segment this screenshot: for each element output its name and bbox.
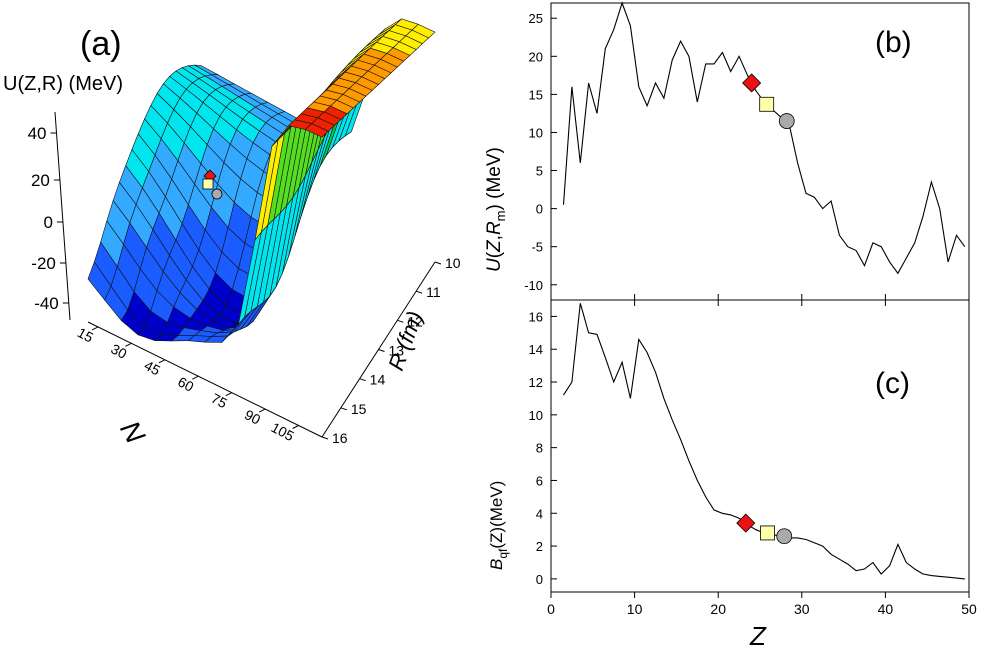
n-axis-tick-label: 15 [75, 324, 96, 346]
r-axis-tick-label: 14 [370, 372, 386, 388]
n-axis-tick [258, 408, 266, 413]
n-axis-tick-label: 60 [175, 373, 196, 395]
panel-c-marker-square [760, 525, 775, 541]
r-axis-title: R (fm) [383, 308, 427, 374]
r-axis-tick [359, 378, 366, 382]
panel-c-y-tick-label: 12 [529, 375, 543, 390]
r-axis-tick [416, 290, 423, 294]
panel-c-x-tick-label: 10 [627, 601, 643, 617]
r-axis-tick-label: 12 [407, 313, 423, 329]
n-axis-tick [158, 359, 166, 364]
panel-b-y-ticks: -10 -5 0 5 10 15 20 25 [524, 11, 557, 293]
r-axis-tick [321, 436, 329, 440]
panel-b-marker-square [759, 96, 775, 112]
n-axis-tick [292, 425, 299, 429]
n-axis-tick-label: 75 [209, 390, 230, 412]
panel-c-chart: (c) 0 2 4 6 8 10 12 14 16 0 10 20 30 40 50 Bqf(Z)(MeV… [487, 294, 977, 651]
panel-c-y-tick-label: 2 [536, 539, 543, 554]
panel-b-y-tick-label: 0 [536, 202, 543, 217]
r-axis-tick [397, 319, 404, 323]
panel-c-y-tick-label: 8 [536, 441, 543, 456]
panel-c-marker-circle [776, 528, 793, 545]
n-axis-line [87, 321, 323, 438]
surface-marker-square [202, 178, 214, 190]
r-axis-tick [378, 349, 385, 352]
panel-c-label: (c) [875, 367, 910, 400]
panel-b-ylabel: U(Z,Rm) (MeV) [484, 147, 508, 272]
panel-c-y-tick-label: 10 [529, 408, 543, 423]
panel-c-x-tick-label: 40 [878, 601, 894, 617]
n-axis-tick [91, 326, 99, 331]
panel-c-x-tick-label: 30 [794, 601, 810, 617]
n-axis-tick [225, 392, 232, 397]
panel-c-x-tick-label: 20 [710, 601, 726, 617]
r-axis-tick-label: 15 [351, 401, 367, 417]
panel-b-y-tick-label: 15 [529, 87, 543, 102]
panel-c-y-tick-label: 14 [529, 342, 543, 357]
z-axis-tick-label: 40 [28, 124, 47, 143]
panel-c-frame [550, 299, 970, 593]
z-axis-line [54, 111, 71, 321]
panel-c-y-tick-label: 0 [536, 572, 543, 587]
r-axis-tick-label: 16 [332, 430, 348, 446]
panel-a-label: (a) [80, 25, 122, 63]
panel-b-y-tick-label: -5 [531, 240, 543, 255]
panel-a-zaxis-title: U(Z,R) (MeV) [3, 73, 123, 95]
panel-c-y-ticks: 0 2 4 6 8 10 12 14 16 [529, 309, 557, 587]
panel-c-y-tick-label: 4 [536, 506, 543, 521]
z-axis-tick-label: 20 [31, 171, 50, 190]
surface-patch [304, 123, 329, 138]
panel-c-x-ticks: 0 10 20 30 40 50 [547, 294, 977, 617]
n-axis-title: N [114, 416, 151, 450]
panel-c-xlabel: Z [749, 621, 767, 651]
r-axis-tick-label: 13 [389, 343, 405, 359]
r-axis-tick [340, 407, 347, 411]
n-axis-tick-label: 90 [242, 406, 263, 428]
panel-c-marker-diamond [736, 513, 756, 533]
panel-b-marker-diamond [742, 73, 762, 93]
energy-surface [87, 18, 436, 343]
panel-b-y-tick-label: -10 [524, 278, 543, 293]
n-axis-tick [125, 342, 132, 347]
r-axis-tick-label: 11 [426, 284, 441, 300]
panel-c-x-tick-label: 50 [961, 601, 977, 617]
r-axis-tick-label: 10 [445, 255, 461, 271]
z-axis-tick-label: -40 [34, 294, 59, 313]
panel-b-markers [742, 73, 795, 129]
n-axis-tick-label: 30 [108, 341, 129, 363]
panel-b-chart: (b) -10 -5 0 5 10 15 20 25 U(Z,Rm) (MeV) [484, 1, 970, 301]
panel-b-y-tick-label: 10 [529, 125, 543, 140]
n-axis-tick [192, 375, 199, 380]
panel-c-ylabel: Bqf(Z)(MeV) [487, 481, 510, 570]
panel-b-marker-circle [778, 113, 795, 129]
panel-c-y-tick-label: 6 [536, 473, 543, 488]
r-axis-tick [434, 261, 442, 265]
z-axis-tick-label: 0 [43, 213, 52, 232]
z-axis-tick-label: -20 [31, 254, 56, 273]
n-axis-tick-label: 45 [142, 357, 163, 379]
panel-a-surface: (a) U(Z,R) (MeV) 40 20 0 -20 -40 15 30 45 60 75 9… [3, 18, 461, 450]
surface-marker-circle [211, 188, 223, 200]
panel-b-y-tick-label: 20 [529, 49, 543, 64]
panel-c-y-tick-label: 16 [529, 309, 543, 324]
z-axis-ticks: 40 20 0 -20 -40 [28, 124, 69, 313]
panel-c-markers [736, 513, 793, 545]
panel-b-label: (b) [875, 26, 912, 59]
panel-c-x-tick-label: 0 [547, 601, 555, 617]
panel-b-y-tick-label: 25 [529, 11, 543, 26]
panel-b-y-tick-label: 5 [536, 164, 543, 179]
